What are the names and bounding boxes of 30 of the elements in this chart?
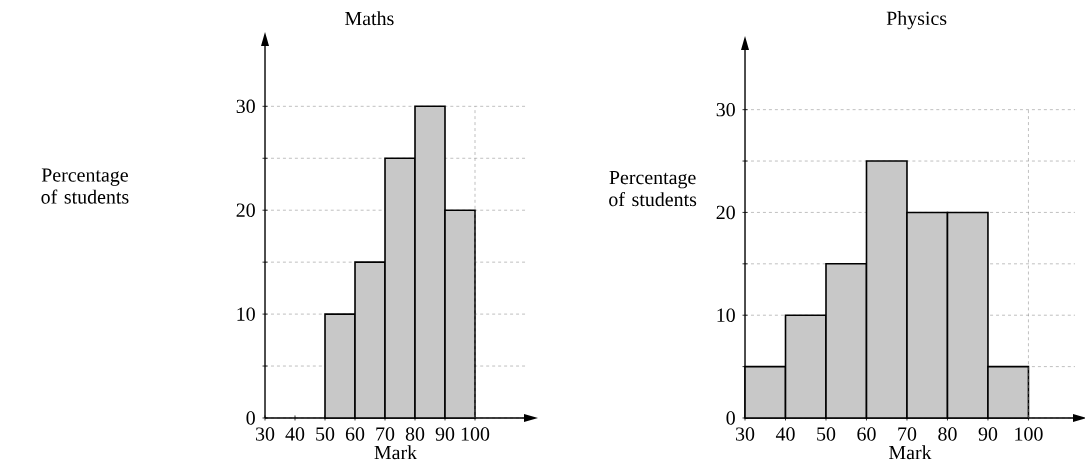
x-tick-label: 50	[316, 427, 335, 441]
x-tick-label: 50	[817, 427, 836, 441]
y-axis-title: Percentage of students	[41, 168, 129, 204]
y-tick-label: 20	[236, 203, 255, 217]
x-axis-title: Mark	[374, 445, 418, 460]
x-tick-label: 80	[405, 427, 425, 441]
x-tick-label: 40	[775, 427, 795, 441]
x-tick-label: 70	[376, 427, 395, 441]
x-tick-label: 100	[1015, 427, 1043, 441]
x-axis-title: Mark	[889, 445, 932, 460]
x-tick-label: 90	[978, 427, 998, 441]
x-tick-label: 70	[898, 427, 917, 441]
x-tick-label: 60	[345, 427, 365, 441]
x-tick-label: 40	[285, 427, 305, 441]
x-tick-label: 90	[435, 427, 455, 441]
x-tick-label: 100	[461, 427, 490, 441]
chart-title: Maths	[345, 11, 394, 26]
y-tick-label: 30	[236, 99, 255, 114]
y-tick-label: 0	[246, 411, 255, 425]
x-tick-label: 30	[256, 427, 275, 441]
y-tick-label: 10	[717, 308, 735, 322]
y-tick-label: 20	[716, 205, 735, 220]
y-tick-label: 0	[726, 411, 735, 425]
x-tick-label: 80	[938, 427, 957, 441]
y-tick-label: 10	[237, 307, 255, 321]
x-tick-label: 60	[857, 427, 876, 441]
y-axis-title: Percentage of students	[609, 171, 697, 207]
chart-title: Physics	[886, 11, 947, 30]
x-tick-label: 30	[736, 427, 755, 441]
y-tick-label: 30	[716, 102, 735, 117]
